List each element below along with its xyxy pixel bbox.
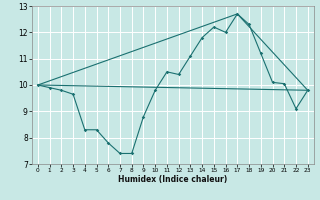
X-axis label: Humidex (Indice chaleur): Humidex (Indice chaleur) (118, 175, 228, 184)
